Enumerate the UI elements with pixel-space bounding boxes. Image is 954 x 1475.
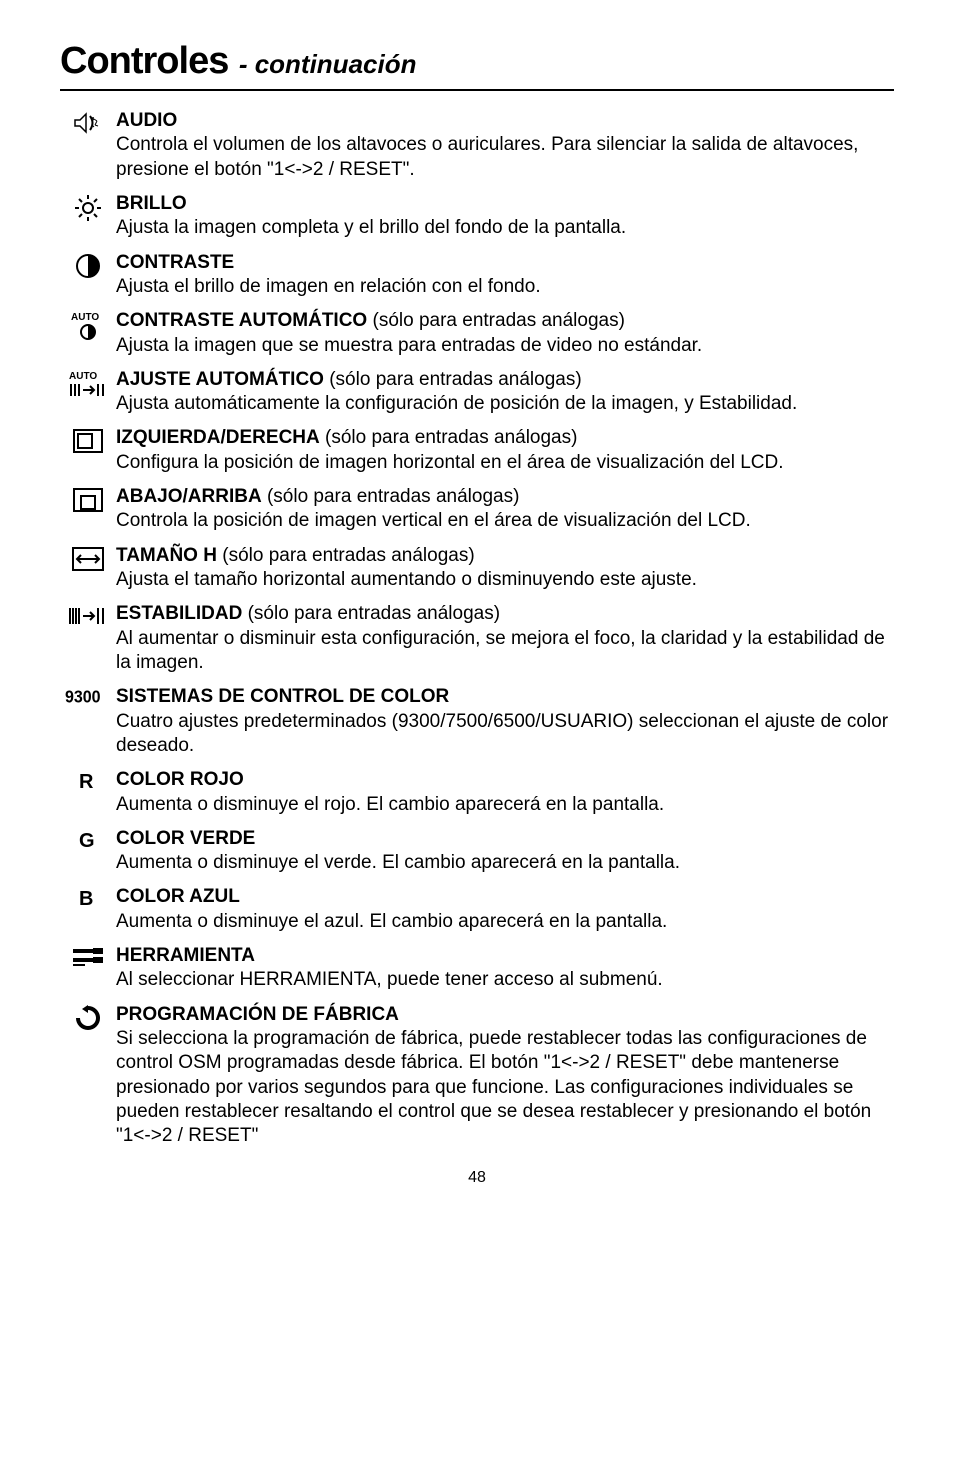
control-text: Ajusta automáticamente la configuración … <box>116 393 797 414</box>
svg-text:9300: 9300 <box>65 687 101 705</box>
control-heading: BRILLO <box>116 193 187 214</box>
control-heading: TAMAÑO H <box>116 545 217 566</box>
control-body: ABAJO/ARRIBA (sólo para entradas análoga… <box>116 485 894 534</box>
auto-contrast-icon: AUTO <box>60 309 116 346</box>
control-body: SISTEMAS DE CONTROL DE COLOR Cuatro ajust… <box>116 685 894 758</box>
control-item: AUDIO Controla el volumen de los altavoce… <box>60 109 894 182</box>
control-item: TAMAÑO H (sólo para entradas análogas) Aj… <box>60 544 894 593</box>
control-heading: IZQUIERDA/DERECHA <box>116 427 320 448</box>
control-text: Ajusta la imagen que se muestra para ent… <box>116 335 702 356</box>
control-item: BRILLO Ajusta la imagen completa y el bri… <box>60 192 894 241</box>
control-item: AUTO AJUSTE AUTOMÁTICO (sólo para entrada… <box>60 368 894 417</box>
control-text: Cuatro ajustes predeterminados (9300/750… <box>116 711 888 756</box>
control-item: B COLOR AZUL Aumenta o disminuye el azul. … <box>60 885 894 934</box>
tools-icon <box>60 944 116 973</box>
control-text: Aumenta o disminuye el rojo. El cambio a… <box>116 794 664 815</box>
audio-icon <box>60 109 116 140</box>
contrast-icon <box>60 251 116 284</box>
control-item: IZQUIERDA/DERECHA (sólo para entradas an… <box>60 426 894 475</box>
control-item: AUTO CONTRASTE AUTOMÁTICO (sólo para entr… <box>60 309 894 358</box>
factory-icon <box>60 1003 116 1036</box>
title-sub: - continuación <box>239 49 417 79</box>
control-heading: CONTRASTE AUTOMÁTICO <box>116 310 367 331</box>
control-body: TAMAÑO H (sólo para entradas análogas) Aj… <box>116 544 894 593</box>
brightness-icon <box>60 192 116 227</box>
c9300-icon: 9300 <box>60 685 116 710</box>
B-icon: B <box>60 885 116 914</box>
control-item: 9300 SISTEMAS DE CONTROL DE COLOR Cuatro a… <box>60 685 894 758</box>
control-item: ABAJO/ARRIBA (sólo para entradas análoga… <box>60 485 894 534</box>
page-number: 48 <box>60 1169 894 1187</box>
control-heading: ABAJO/ARRIBA <box>116 486 262 507</box>
control-heading: PROGRAMACIÓN DE FÁBRICA <box>116 1004 399 1025</box>
control-text: Controla el volumen de los altavoces o a… <box>116 134 858 179</box>
control-text: Ajusta el brillo de imagen en relación c… <box>116 276 541 297</box>
hsize-icon <box>60 544 116 577</box>
svg-text:AUTO: AUTO <box>69 371 97 382</box>
control-body: COLOR AZUL Aumenta o disminuye el azul. E… <box>116 885 894 934</box>
control-text: Al aumentar o disminuir esta configuraci… <box>116 628 885 673</box>
control-body: HERRAMIENTA Al seleccionar HERRAMIENTA, p… <box>116 944 894 993</box>
svg-text:AUTO: AUTO <box>71 312 99 323</box>
control-item: R COLOR ROJO Aumenta o disminuye el rojo. … <box>60 768 894 817</box>
control-heading: CONTRASTE <box>116 252 234 273</box>
control-heading: HERRAMIENTA <box>116 945 255 966</box>
control-inline: (sólo para entradas análogas) <box>324 369 582 390</box>
page-title-row: Controles - continuación <box>60 40 894 91</box>
svg-text:B: B <box>79 888 93 909</box>
up-down-icon <box>60 485 116 518</box>
title-main: Controles <box>60 40 228 82</box>
control-text: Configura la posición de imagen horizont… <box>116 452 784 473</box>
control-text: Si selecciona la programación de fábrica… <box>116 1028 871 1146</box>
control-body: IZQUIERDA/DERECHA (sólo para entradas an… <box>116 426 894 475</box>
left-right-icon <box>60 426 116 459</box>
control-body: PROGRAMACIÓN DE FÁBRICA Si selecciona la … <box>116 1003 894 1149</box>
control-text: Controla la posición de imagen vertical … <box>116 510 751 531</box>
control-heading: SISTEMAS DE CONTROL DE COLOR <box>116 686 449 707</box>
control-text: Aumenta o disminuye el verde. El cambio … <box>116 852 680 873</box>
control-heading: COLOR AZUL <box>116 886 240 907</box>
svg-text:R: R <box>79 771 94 792</box>
control-inline: (sólo para entradas análogas) <box>217 545 475 566</box>
control-text: Ajusta la imagen completa y el brillo de… <box>116 217 626 238</box>
control-body: BRILLO Ajusta la imagen completa y el bri… <box>116 192 894 241</box>
control-body: CONTRASTE AUTOMÁTICO (sólo para entradas… <box>116 309 894 358</box>
control-item: CONTRASTE Ajusta el brillo de imagen en r… <box>60 251 894 300</box>
controls-list: AUDIO Controla el volumen de los altavoce… <box>60 109 894 1149</box>
control-body: COLOR VERDE Aumenta o disminuye el verde.… <box>116 827 894 876</box>
svg-text:G: G <box>79 830 95 851</box>
control-item: HERRAMIENTA Al seleccionar HERRAMIENTA, p… <box>60 944 894 993</box>
control-body: CONTRASTE Ajusta el brillo de imagen en r… <box>116 251 894 300</box>
control-text: Al seleccionar HERRAMIENTA, puede tener … <box>116 969 663 990</box>
control-body: AJUSTE AUTOMÁTICO (sólo para entradas an… <box>116 368 894 417</box>
control-heading: COLOR ROJO <box>116 769 244 790</box>
control-heading: ESTABILIDAD <box>116 603 242 624</box>
control-heading: AJUSTE AUTOMÁTICO <box>116 369 324 390</box>
control-heading: AUDIO <box>116 110 177 131</box>
control-text: Ajusta el tamaño horizontal aumentando o… <box>116 569 697 590</box>
auto-adjust-icon: AUTO <box>60 368 116 403</box>
control-body: COLOR ROJO Aumenta o disminuye el rojo. E… <box>116 768 894 817</box>
control-inline: (sólo para entradas análogas) <box>262 486 520 507</box>
control-item: G COLOR VERDE Aumenta o disminuye el verde… <box>60 827 894 876</box>
control-item: PROGRAMACIÓN DE FÁBRICA Si selecciona la … <box>60 1003 894 1149</box>
R-icon: R <box>60 768 116 797</box>
control-text: Aumenta o disminuye el azul. El cambio a… <box>116 911 667 932</box>
control-heading: COLOR VERDE <box>116 828 255 849</box>
G-icon: G <box>60 827 116 856</box>
control-inline: (sólo para entradas análogas) <box>242 603 500 624</box>
control-inline: (sólo para entradas análogas) <box>367 310 625 331</box>
control-inline: (sólo para entradas análogas) <box>320 427 578 448</box>
control-item: ESTABILIDAD (sólo para entradas análogas… <box>60 602 894 675</box>
fine-icon <box>60 602 116 633</box>
control-body: ESTABILIDAD (sólo para entradas análogas… <box>116 602 894 675</box>
control-body: AUDIO Controla el volumen de los altavoce… <box>116 109 894 182</box>
